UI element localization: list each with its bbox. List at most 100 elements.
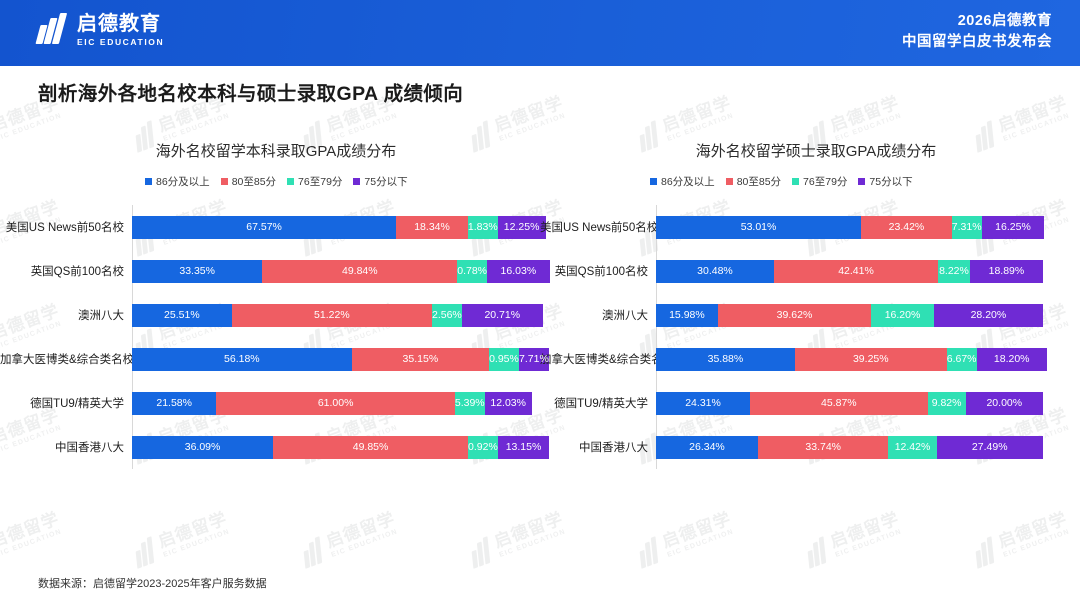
- chart-legend: 86分及以上 80至85分 76至79分 75分以下: [540, 174, 1080, 189]
- stacked-bar[interactable]: 24.31% 45.87% 9.82% 20.00%: [656, 391, 1043, 415]
- chart-row: 澳洲八大 25.51% 51.22% 2.56% 20.71%: [0, 293, 543, 337]
- bar-segment[interactable]: 49.85%: [273, 435, 469, 459]
- bar-segment[interactable]: 35.88%: [656, 347, 795, 371]
- bar-segment[interactable]: 39.25%: [794, 347, 947, 371]
- stacked-bar[interactable]: 53.01% 23.42% 7.31% 16.25%: [656, 215, 1045, 239]
- bar-segment[interactable]: 20.71%: [461, 303, 543, 327]
- bar-segment[interactable]: 36.09%: [132, 435, 274, 459]
- bar-segment[interactable]: 26.34%: [656, 435, 758, 459]
- bar-segment[interactable]: 33.35%: [132, 259, 263, 283]
- bar-segment[interactable]: 8.22%: [938, 259, 970, 283]
- bar-segment[interactable]: 18.20%: [976, 347, 1047, 371]
- bar-segment[interactable]: 45.87%: [750, 391, 928, 415]
- bar-segment[interactable]: 0.78%: [457, 259, 488, 283]
- bar-segment-label: 16.25%: [995, 221, 1031, 233]
- bar-segment[interactable]: 12.03%: [484, 391, 532, 415]
- bar-segment[interactable]: 16.25%: [981, 215, 1045, 239]
- watermark-text-en: EIC EDUCATION: [666, 112, 735, 143]
- watermark-text-en: EIC EDUCATION: [498, 112, 567, 143]
- header-event-line1: 2026启德教育: [957, 13, 1052, 29]
- bar-segment[interactable]: 9.82%: [927, 391, 966, 415]
- legend-swatch-icon: [792, 178, 800, 185]
- bar-segment[interactable]: 27.49%: [936, 435, 1043, 459]
- stacked-bar[interactable]: 25.51% 51.22% 2.56% 20.71%: [132, 303, 543, 327]
- chart-row: 澳洲八大 15.98% 39.62% 16.20% 28.20%: [540, 293, 1080, 337]
- stacked-bar[interactable]: 56.18% 35.15% 0.95% 7.71%: [132, 347, 549, 371]
- bar-segment[interactable]: 0.95%: [489, 347, 519, 371]
- legend-item: 80至85分: [220, 174, 276, 189]
- chart-row-label: 美国US News前50名校: [540, 222, 659, 234]
- legend-item: 86分及以上: [650, 174, 715, 189]
- chart-row-label: 德国TU9/精英大学: [554, 398, 648, 410]
- bar-segment[interactable]: 0.92%: [468, 435, 498, 459]
- bar-segment[interactable]: 15.98%: [656, 303, 718, 327]
- bar-segment[interactable]: 21.58%: [132, 391, 217, 415]
- bar-segment[interactable]: 6.67%: [946, 347, 977, 371]
- bar-segment[interactable]: 7.71%: [518, 347, 549, 371]
- bar-segment[interactable]: 18.89%: [969, 259, 1043, 283]
- chart-row: 加拿大医博类&综合类名校 56.18% 35.15% 0.95% 7.71%: [0, 337, 549, 381]
- bar-segment-label: 49.85%: [352, 441, 389, 453]
- bar-segment[interactable]: 28.20%: [933, 303, 1043, 327]
- watermark-text-cn: 启德留学: [995, 508, 1070, 552]
- bar-segment[interactable]: 2.56%: [432, 303, 462, 327]
- bar-segment[interactable]: 49.84%: [262, 259, 458, 283]
- bar-segment[interactable]: 42.41%: [773, 259, 939, 283]
- stacked-bar[interactable]: 21.58% 61.00% 5.39% 12.03%: [132, 391, 532, 415]
- bar-segment[interactable]: 16.20%: [871, 303, 934, 327]
- legend-swatch-icon: [353, 178, 361, 185]
- watermark-text-en: EIC EDUCATION: [162, 112, 231, 143]
- chart-row-label: 澳洲八大: [78, 310, 124, 322]
- chart-axis-line: [656, 205, 657, 469]
- bar-segment[interactable]: 20.00%: [965, 391, 1043, 415]
- bar-segment[interactable]: 67.57%: [132, 215, 397, 239]
- bar-segment[interactable]: 12.25%: [497, 215, 546, 239]
- bar-segment-label: 12.42%: [894, 441, 931, 453]
- bar-segment-label: 51.22%: [314, 309, 350, 321]
- bar-segment-label: 26.34%: [689, 441, 725, 453]
- stacked-bar[interactable]: 15.98% 39.62% 16.20% 28.20%: [656, 303, 1043, 327]
- stacked-bar[interactable]: 30.48% 42.41% 8.22% 18.89%: [656, 259, 1043, 283]
- brand-logo: 启德教育 EIC EDUCATION: [35, 13, 164, 47]
- eic-watermark-icon: [299, 536, 329, 569]
- bar-segment[interactable]: 30.48%: [656, 259, 774, 283]
- page-title: 剖析海外各地名校本科与硕士录取GPA 成绩倾向: [38, 83, 464, 105]
- stacked-bar[interactable]: 67.57% 18.34% 1.83% 12.25%: [132, 215, 546, 239]
- bar-segment[interactable]: 25.51%: [132, 303, 232, 327]
- chart-panel-masters: 海外名校留学硕士录取GPA成绩分布 86分及以上 80至85分 76至79分 75分以…: [540, 140, 1080, 469]
- bar-segment-label: 18.89%: [988, 265, 1025, 277]
- bar-segment[interactable]: 39.62%: [717, 303, 872, 327]
- watermark-text-cn: 启德留学: [659, 508, 734, 552]
- eic-watermark-icon: [803, 536, 833, 569]
- bar-segment-label: 39.25%: [852, 353, 889, 365]
- bar-segment[interactable]: 35.15%: [351, 347, 490, 371]
- bar-segment[interactable]: 16.03%: [487, 259, 550, 283]
- stacked-bar[interactable]: 26.34% 33.74% 12.42% 27.49%: [656, 435, 1043, 459]
- bar-segment[interactable]: 56.18%: [132, 347, 352, 371]
- chart-row-label: 加拿大医博类&综合类名校: [540, 354, 675, 366]
- bar-segment-label: 20.71%: [484, 309, 521, 321]
- bar-segment[interactable]: 24.31%: [656, 391, 751, 415]
- stacked-bar[interactable]: 35.88% 39.25% 6.67% 18.20%: [656, 347, 1047, 371]
- bar-segment[interactable]: 5.39%: [454, 391, 485, 415]
- bar-segment[interactable]: 13.15%: [497, 435, 550, 459]
- bar-segment[interactable]: 18.34%: [396, 215, 468, 239]
- bar-segment[interactable]: 23.42%: [861, 215, 952, 239]
- bar-segment[interactable]: 61.00%: [216, 391, 455, 415]
- bar-segment[interactable]: 33.74%: [757, 435, 889, 459]
- bar-segment[interactable]: 1.83%: [467, 215, 498, 239]
- stacked-bar[interactable]: 36.09% 49.85% 0.92% 13.15%: [132, 435, 550, 459]
- bar-segment[interactable]: 12.42%: [888, 435, 937, 459]
- bar-segment[interactable]: 7.31%: [951, 215, 982, 239]
- bar-segment[interactable]: 51.22%: [231, 303, 432, 327]
- bar-segment-label: 0.95%: [489, 353, 519, 365]
- stacked-bar[interactable]: 33.35% 49.84% 0.78% 16.03%: [132, 259, 550, 283]
- legend-swatch-icon: [650, 178, 657, 185]
- chart-rows: 美国US News前50名校 53.01% 23.42% 7.31% 16.25% 英国Q…: [540, 205, 1080, 469]
- bar-segment[interactable]: 53.01%: [656, 215, 862, 239]
- chart-row: 英国QS前100名校 33.35% 49.84% 0.78% 16.03%: [0, 249, 550, 293]
